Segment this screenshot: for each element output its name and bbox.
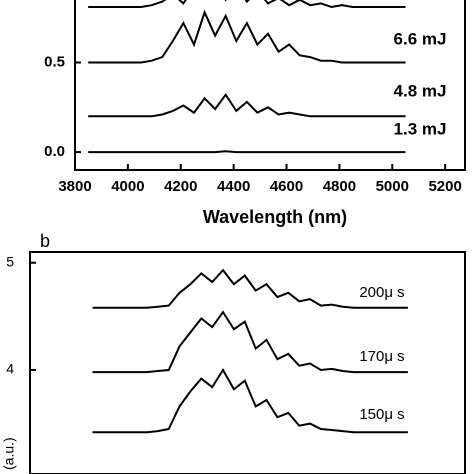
y-tick-label: 4 xyxy=(6,361,14,377)
x-axis-label: Wavelength (nm) xyxy=(203,207,347,227)
spectrum-line xyxy=(88,92,406,118)
spectrum-line xyxy=(88,9,406,64)
y-axis-label: (a.u.) xyxy=(1,437,17,470)
trace-label: 170μ s xyxy=(359,348,404,365)
panel-label: b xyxy=(40,231,50,251)
spectrum-line xyxy=(92,310,408,374)
spectrum-line xyxy=(88,150,406,154)
trace-label: 4.8 mJ xyxy=(394,81,447,100)
y-tick-label: 0.5 xyxy=(44,53,65,70)
trace-label: 150μ s xyxy=(359,406,404,423)
y-tick-label: 5 xyxy=(6,253,14,269)
y-tick-label: 0.0 xyxy=(44,143,65,160)
x-tick-label: 5000 xyxy=(376,178,409,195)
trace-label: 6.6 mJ xyxy=(394,29,447,48)
trace-label: 200μ s xyxy=(359,284,404,301)
x-tick-label: 4400 xyxy=(217,178,250,195)
x-tick-label: 4600 xyxy=(270,178,303,195)
spectrum-line xyxy=(92,268,408,309)
plot-frame xyxy=(29,251,466,474)
spectrum-line xyxy=(88,0,406,9)
x-tick-label: 4200 xyxy=(164,178,197,195)
x-tick-label: 4000 xyxy=(111,178,144,195)
spectrum-line xyxy=(92,368,408,434)
x-tick-label: 5200 xyxy=(428,178,461,195)
plot-frame xyxy=(74,0,466,171)
x-tick-label: 3800 xyxy=(58,178,91,195)
trace-label: 1.3 mJ xyxy=(394,119,447,138)
x-tick-label: 4800 xyxy=(323,178,356,195)
